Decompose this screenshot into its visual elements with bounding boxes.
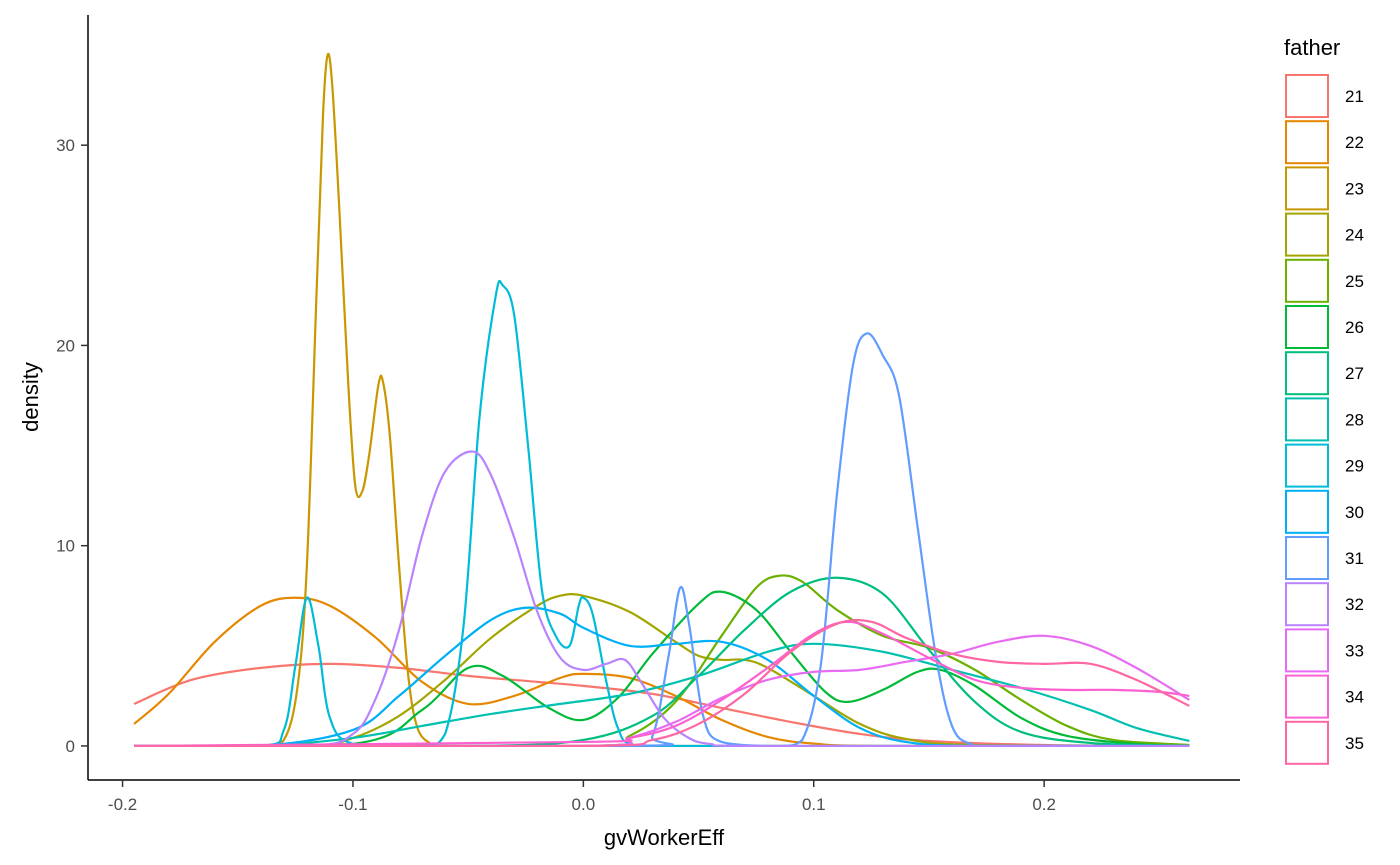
- y-axis-title: density: [18, 362, 43, 432]
- legend-item-21: 21: [1285, 74, 1364, 118]
- legend-item-26: 26: [1285, 305, 1364, 349]
- legend-key-33: [1285, 628, 1329, 673]
- series-line-24: [134, 593, 1190, 748]
- series-line-30: [134, 606, 1190, 748]
- series-line-28: [134, 642, 1190, 748]
- x-tick-label: 0.2: [1032, 795, 1056, 814]
- legend-key-26: [1285, 305, 1329, 349]
- legend-label-23: 23: [1345, 179, 1364, 198]
- x-tick-label: -0.2: [108, 795, 137, 814]
- legend-item-28: 28: [1285, 397, 1364, 442]
- legend-key-21: [1285, 74, 1329, 118]
- legend-key-29: [1285, 443, 1329, 488]
- legend-label-21: 21: [1345, 87, 1364, 106]
- series-line-21: [133, 662, 1190, 748]
- series-line-22: [133, 596, 1190, 748]
- legend-key-25: [1285, 258, 1329, 303]
- legend-item-23: 23: [1285, 166, 1364, 211]
- legend-key-30: [1285, 489, 1329, 534]
- legend-label-33: 33: [1345, 641, 1364, 660]
- series-line-35: [134, 618, 1190, 748]
- legend-item-33: 33: [1285, 628, 1364, 673]
- legend-label-31: 31: [1345, 549, 1364, 568]
- legend-item-35: 35: [1285, 720, 1364, 765]
- y-tick-label: 20: [56, 336, 75, 355]
- legend-item-32: 32: [1285, 582, 1364, 627]
- legend-label-35: 35: [1345, 734, 1364, 753]
- x-tick-label: 0.1: [802, 795, 826, 814]
- legend-label-29: 29: [1345, 457, 1364, 476]
- legend-key-34: [1285, 674, 1329, 719]
- legend-key-28: [1285, 397, 1329, 442]
- series-layer: [133, 52, 1190, 748]
- y-tick-label: 0: [66, 737, 75, 756]
- legend-title: father: [1284, 35, 1340, 60]
- legend-item-31: 31: [1285, 536, 1364, 580]
- legend-label-26: 26: [1345, 318, 1364, 337]
- y-tick-label: 10: [56, 537, 75, 556]
- legend-label-28: 28: [1345, 410, 1364, 429]
- legend-label-27: 27: [1345, 364, 1364, 383]
- x-tick-label: -0.1: [338, 795, 367, 814]
- legend-key-35: [1285, 720, 1329, 765]
- legend-item-34: 34: [1285, 674, 1364, 719]
- legend-key-27: [1285, 351, 1329, 396]
- series-line-26: [134, 590, 1190, 748]
- legend-label-32: 32: [1345, 595, 1364, 614]
- legend-key-24: [1285, 212, 1329, 257]
- ticks-layer: -0.2 -0.1 0.0 0.1 0.2 0 10 20 30: [56, 136, 1056, 814]
- legend-label-34: 34: [1345, 688, 1364, 707]
- legend-label-22: 22: [1345, 133, 1364, 152]
- y-tick-label: 30: [56, 136, 75, 155]
- legend-item-27: 27: [1285, 351, 1364, 396]
- axes-layer: [87, 15, 1240, 781]
- legend-item-22: 22: [1285, 120, 1364, 165]
- legend-key-23: [1285, 166, 1329, 211]
- legend-item-25: 25: [1285, 258, 1364, 303]
- legend-key-31: [1285, 536, 1329, 580]
- x-axis-title: gvWorkerEff: [604, 825, 725, 850]
- series-line-32: [134, 450, 1190, 748]
- legend-item-30: 30: [1285, 489, 1364, 534]
- legend-key-22: [1285, 120, 1329, 165]
- legend-item-24: 24: [1285, 212, 1364, 257]
- legend-label-30: 30: [1345, 503, 1364, 522]
- legend-label-25: 25: [1345, 272, 1364, 291]
- legend-item-29: 29: [1285, 443, 1364, 488]
- x-tick-label: 0.0: [572, 795, 596, 814]
- legend-label-24: 24: [1345, 226, 1364, 245]
- series-line-29: [134, 279, 1190, 748]
- legend-key-32: [1285, 582, 1329, 627]
- legend: 21 22 23 24 25 26 27 28 29 30 31 32 33 34 35: [1285, 74, 1364, 765]
